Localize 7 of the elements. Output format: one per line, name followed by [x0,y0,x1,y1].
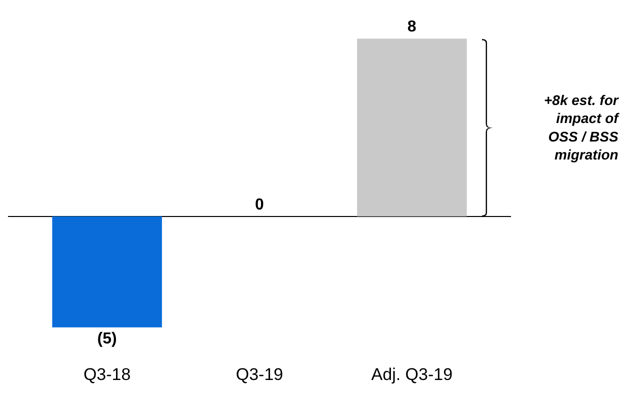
x-tick-label: Adj. Q3-19 [371,365,453,384]
x-tick-label: Q3-18 [83,365,131,384]
data-label: 8 [407,18,416,36]
data-label: (5) [97,330,117,348]
data-label: 0 [255,196,264,214]
text: +8k est. for impact of OSS / BSS migration [544,92,620,163]
x-tick-label: Q3-19 [236,365,284,384]
